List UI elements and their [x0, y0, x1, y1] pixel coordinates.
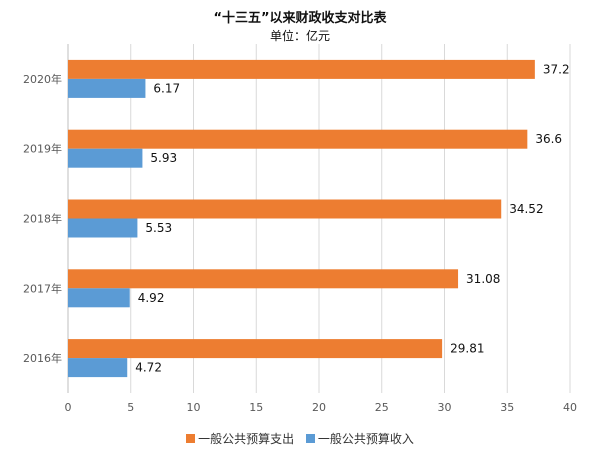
x-tick-label: 15 — [249, 401, 263, 414]
data-label-revenue: 4.92 — [138, 291, 165, 305]
data-label-expenditure: 37.2 — [543, 62, 570, 76]
y-tick-label: 2018年 — [23, 212, 62, 226]
x-tick-label: 20 — [312, 401, 326, 414]
chart-subtitle: 单位：亿元 — [269, 29, 330, 43]
data-label-expenditure: 31.08 — [466, 272, 500, 286]
legend-label-expenditure: 一般公共预算支出 — [198, 432, 295, 446]
bar-revenue — [68, 218, 138, 238]
bar-revenue — [68, 288, 130, 308]
y-tick-label: 2020年 — [23, 72, 62, 86]
x-tick-label: 0 — [65, 401, 72, 414]
legend-label-revenue: 一般公共预算收入 — [317, 432, 414, 446]
x-tick-label: 25 — [375, 401, 389, 414]
x-tick-label: 35 — [500, 401, 514, 414]
bar-expenditure — [68, 129, 528, 149]
legend: 一般公共预算支出 一般公共预算收入 — [0, 430, 600, 447]
y-tick-label: 2016年 — [23, 351, 62, 365]
x-tick-label: 5 — [127, 401, 134, 414]
legend-item-expenditure: 一般公共预算支出 — [186, 430, 294, 447]
x-tick-label: 30 — [438, 401, 452, 414]
legend-swatch-revenue — [305, 434, 315, 443]
data-label-revenue: 5.53 — [145, 221, 172, 235]
x-tick-label: 40 — [563, 401, 577, 414]
data-label-revenue: 5.93 — [150, 151, 177, 165]
legend-item-revenue: 一般公共预算收入 — [305, 430, 414, 447]
bar-revenue — [68, 148, 143, 168]
legend-swatch-expenditure — [186, 434, 196, 443]
data-label-revenue: 4.72 — [135, 361, 162, 375]
data-label-expenditure: 36.6 — [535, 132, 562, 146]
data-label-revenue: 6.17 — [153, 81, 180, 95]
bar-revenue — [68, 78, 146, 98]
data-label-expenditure: 34.52 — [509, 202, 543, 216]
data-label-expenditure: 29.81 — [450, 342, 484, 356]
bar-revenue — [68, 358, 128, 378]
y-tick-label: 2017年 — [23, 281, 62, 295]
bar-expenditure — [68, 199, 502, 219]
chart-title: “十三五”以来财政收支对比表 — [213, 11, 387, 26]
x-tick-label: 10 — [187, 401, 201, 414]
y-tick-label: 2019年 — [23, 142, 62, 156]
bar-expenditure — [68, 269, 459, 289]
bar-expenditure — [68, 339, 443, 359]
bar-expenditure — [68, 59, 535, 79]
